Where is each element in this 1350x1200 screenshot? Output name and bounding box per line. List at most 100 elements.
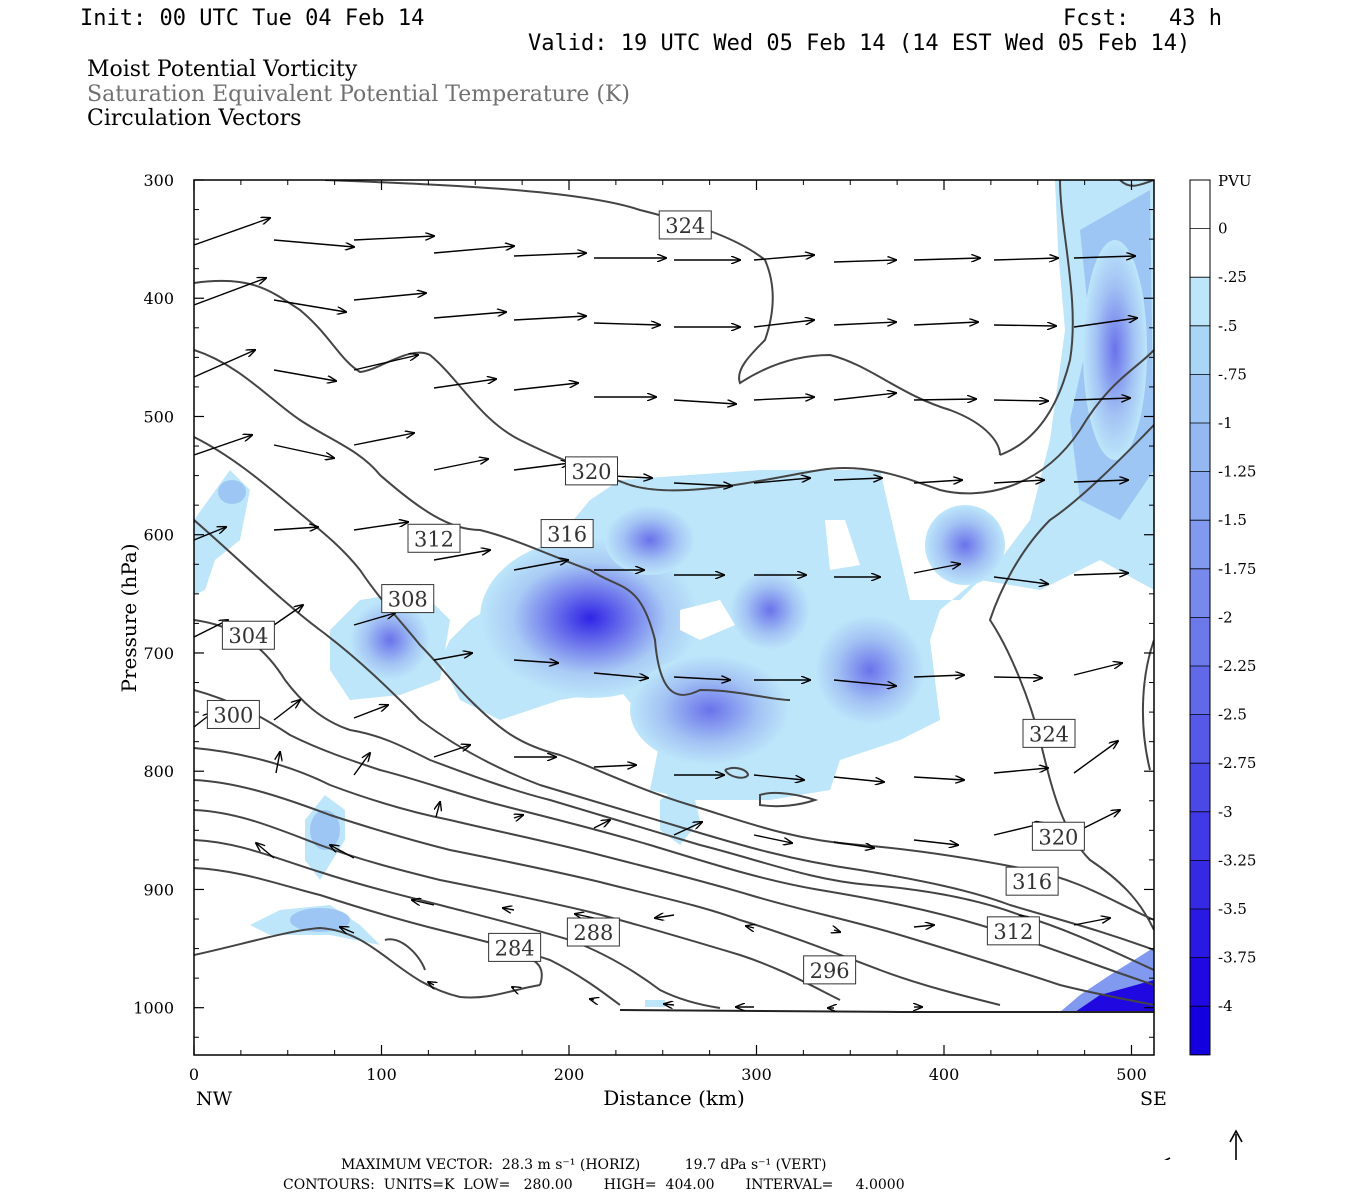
colorbar-swatch — [1190, 180, 1210, 230]
contour-label-box — [1031, 821, 1085, 851]
colorbar-swatch — [1190, 957, 1210, 1007]
colorbar-swatch — [1190, 811, 1210, 861]
y-tick-label: 900 — [143, 880, 174, 899]
contour-label: 300 — [206, 699, 260, 729]
plot-frame: 0 100 200 300 400 500 300 400 500 600 700 800 900 100… — [133, 171, 1155, 1084]
contour-label-text: 316 — [547, 523, 587, 547]
contour-label-text: 284 — [495, 936, 535, 960]
contour-label: 304 — [221, 620, 275, 650]
contour-label: 316 — [1005, 866, 1059, 896]
contour-label-box — [565, 456, 618, 486]
y-axis-label: Pressure (hPa) — [117, 544, 141, 693]
colorbar-swatch — [1190, 277, 1210, 327]
contour-label-text: 320 — [1038, 825, 1078, 849]
contour-label-box — [1022, 718, 1076, 748]
x-tick-label: 500 — [1116, 1065, 1147, 1084]
valid-time: Valid: 19 UTC Wed 05 Feb 14 (14 EST Wed … — [528, 31, 1191, 56]
contour-label: 312 — [407, 523, 461, 553]
contour-label: 284 — [488, 932, 542, 962]
y-tick-label: 1000 — [133, 999, 174, 1018]
contour-label: 316 — [540, 519, 594, 549]
contour-label-box — [206, 699, 260, 729]
colorbar-label: -2.75 — [1218, 754, 1256, 772]
contour-label-text: 312 — [414, 527, 454, 551]
contour-label: 288 — [566, 917, 620, 947]
field-label-mpv: Moist Potential Vorticity — [87, 57, 358, 82]
contour-label: 308 — [381, 584, 435, 614]
contour-label-text: 316 — [1012, 870, 1052, 894]
contour-label-box — [488, 932, 542, 962]
y-tick-label: 600 — [143, 526, 174, 545]
colorbar-swatch — [1190, 617, 1210, 667]
init-time: Init: 00 UTC Tue 04 Feb 14 — [80, 6, 425, 31]
contour-label-text: 324 — [665, 214, 705, 238]
colorbar-swatch — [1190, 520, 1210, 570]
x-tick-label: 200 — [554, 1065, 585, 1084]
contour-label-text: 308 — [388, 588, 428, 612]
cross-section-chart: 324 320 316 312 308 304 300 324 320 316 312 288 284 2… — [117, 171, 1256, 1160]
colorbar-label: -2.5 — [1218, 706, 1247, 724]
y-tick-label: 400 — [143, 289, 174, 308]
x-tick-label: 400 — [929, 1065, 960, 1084]
colorbar-swatch — [1190, 763, 1210, 813]
x-tick-label: 0 — [189, 1065, 199, 1084]
contour-label-box — [658, 210, 712, 240]
colorbar-label: -3.25 — [1218, 851, 1256, 869]
contour-labels: 324 320 316 312 308 304 300 324 320 316 312 288 284 2… — [206, 210, 1085, 985]
colorbar-swatch — [1190, 423, 1210, 473]
colorbar-swatch — [1190, 714, 1210, 764]
contour-label-box — [407, 523, 461, 553]
colorbar-label: -3.75 — [1218, 949, 1256, 967]
theta-e-contours — [194, 180, 1154, 1013]
forecast-hour: Fcst: 43 h — [1063, 6, 1222, 31]
contour-label-box — [803, 955, 857, 985]
y-tick-label: 300 — [143, 171, 174, 190]
pv-shading — [194, 180, 1154, 1012]
contour-label-text: 304 — [228, 624, 268, 648]
colorbar-swatch — [1190, 909, 1210, 959]
contour-label-text: 296 — [810, 959, 850, 983]
contour-label: 296 — [803, 955, 857, 985]
colorbar: PVU 0 -.25 -.5 -.75 -1 -1.25 -1.5 -1.75 -2 -2.25 -2… — [1189, 172, 1256, 1056]
colorbar-label: -1.75 — [1218, 560, 1256, 578]
circulation-vectors — [194, 218, 1137, 1008]
contour-label: 324 — [658, 210, 712, 240]
colorbar-label: -3.5 — [1218, 900, 1247, 918]
contour-label-box — [540, 519, 594, 549]
contour-label-text: 300 — [213, 703, 253, 727]
contour-label: 320 — [565, 456, 618, 486]
field-label-thetae: Saturation Equivalent Potential Temperat… — [87, 82, 630, 107]
contour-label-text: 312 — [993, 920, 1033, 944]
contours-note: CONTOURS: UNITS=K LOW= 280.00 HIGH= 404.… — [283, 1177, 905, 1193]
colorbar-label: -1 — [1218, 414, 1233, 432]
max-vector-note: MAXIMUM VECTOR: 28.3 m s⁻¹ (HORIZ) 19.7 … — [341, 1157, 827, 1173]
x-left-end-label: NW — [196, 1088, 233, 1110]
colorbar-label: -2 — [1218, 608, 1233, 626]
colorbar-label: -.75 — [1218, 365, 1247, 383]
x-tick-label: 300 — [741, 1065, 772, 1084]
colorbar-swatch — [1190, 374, 1210, 424]
colorbar-label: -2.25 — [1218, 657, 1256, 675]
contour-label: 320 — [1031, 821, 1085, 851]
contour-label-box — [221, 620, 275, 650]
contour-label-box — [1005, 866, 1059, 896]
colorbar-swatch — [1190, 228, 1210, 278]
contour-label-box — [986, 916, 1040, 946]
colorbar-swatch — [1190, 860, 1210, 910]
contour-label: 312 — [986, 916, 1040, 946]
colorbar-label: -3 — [1218, 803, 1233, 821]
contour-label: 324 — [1022, 718, 1076, 748]
x-axis-label: Distance (km) — [603, 1086, 745, 1110]
y-tick-label: 700 — [143, 644, 174, 663]
y-tick-label: 800 — [143, 762, 174, 781]
field-label-vectors: Circulation Vectors — [87, 106, 302, 131]
colorbar-unit: PVU — [1218, 172, 1252, 190]
contour-label-box — [381, 584, 435, 614]
colorbar-label: -4 — [1218, 997, 1233, 1015]
colorbar-label: -1.5 — [1218, 511, 1247, 529]
y-tick-label: 500 — [143, 407, 174, 426]
colorbar-label: -1.25 — [1218, 463, 1256, 481]
contour-label-text: 288 — [573, 921, 613, 945]
colorbar-swatch — [1190, 325, 1210, 375]
contour-label-text: 320 — [571, 460, 611, 484]
